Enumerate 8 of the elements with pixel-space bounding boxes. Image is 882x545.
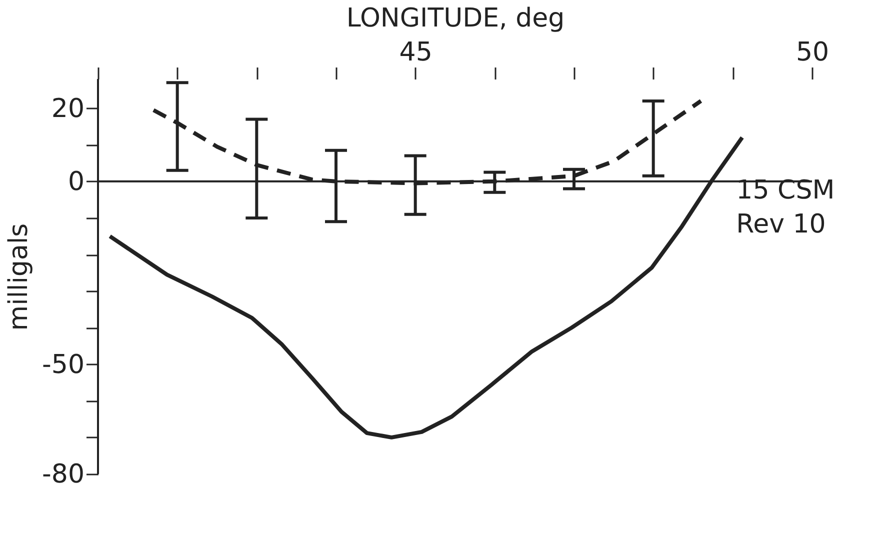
y-tick-label: -80	[42, 460, 84, 490]
y-tick-label: 0	[68, 166, 84, 197]
x-tick-label: 50	[796, 38, 830, 68]
y-axis-title: milligals	[4, 223, 34, 331]
x-axis-title: LONGITUDE, deg	[346, 4, 565, 34]
y-tick-label: 20	[51, 94, 84, 124]
y-tick-label: -50	[42, 350, 84, 380]
x-tick-label: 45	[399, 38, 432, 68]
